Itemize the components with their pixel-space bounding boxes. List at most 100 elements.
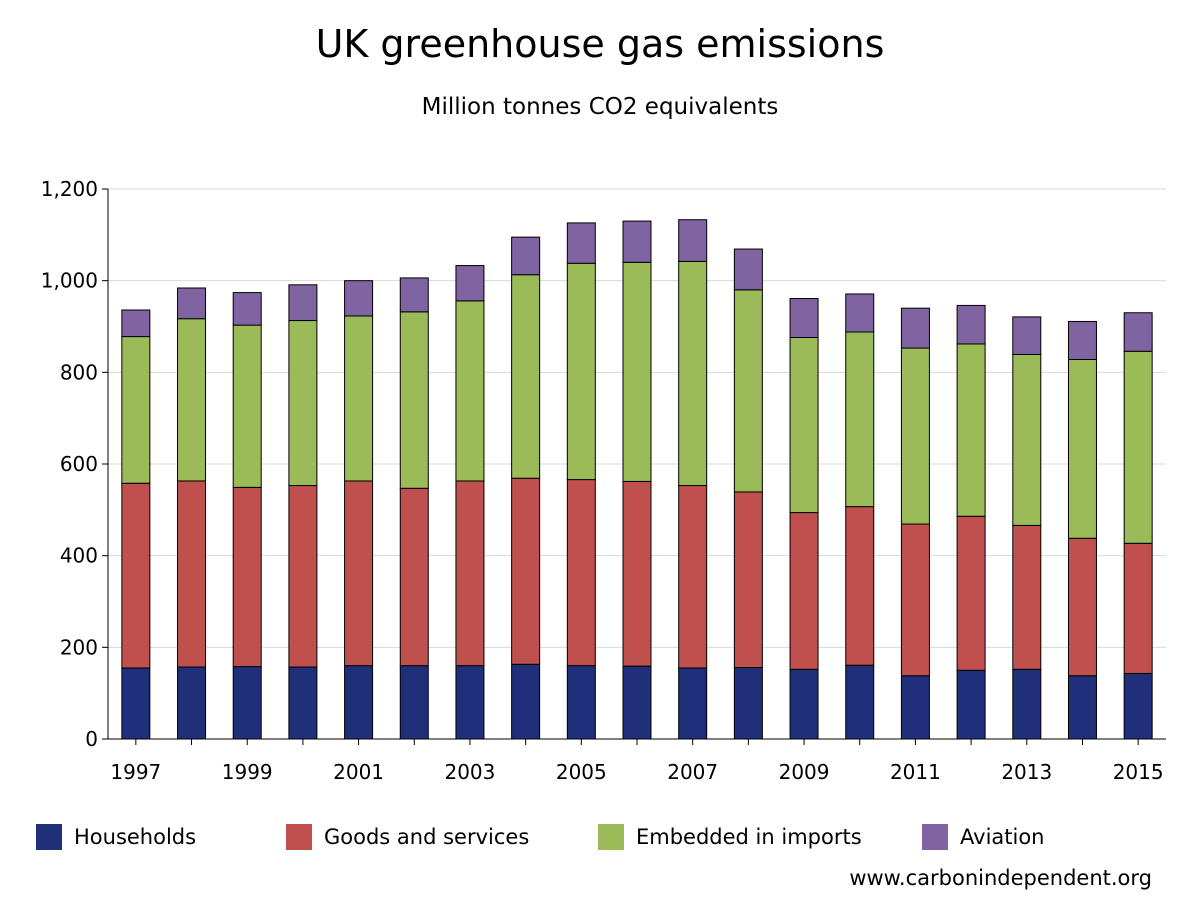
bar-embedded-in-imports	[622, 261, 652, 482]
legend-label-embedded-in-imports: Embedded in imports	[636, 825, 862, 849]
bar-embedded-in-imports	[177, 318, 207, 482]
x-tick-label: 1997	[110, 760, 161, 784]
legend-swatch-aviation	[922, 824, 948, 850]
legend-item-goods-and-services: Goods and services	[286, 820, 529, 854]
y-tick-label: 200	[60, 635, 98, 659]
legend-swatch-goods-and-services	[286, 824, 312, 850]
bar-goods-and-services	[455, 480, 485, 667]
bar-embedded-in-imports	[455, 300, 485, 482]
bar-households	[511, 663, 541, 740]
bar-households	[455, 665, 485, 740]
x-tick-label: 1999	[222, 760, 273, 784]
bar-aviation	[121, 309, 151, 338]
x-tick-label: 2001	[333, 760, 384, 784]
bar-households	[399, 665, 429, 740]
bar-goods-and-services	[622, 480, 652, 667]
bar-households	[678, 667, 708, 740]
y-tick-label: 0	[85, 727, 98, 751]
bar-households	[622, 665, 652, 740]
bar-aviation	[733, 248, 763, 291]
bar-aviation	[900, 307, 930, 349]
bar-aviation	[1123, 312, 1153, 352]
legend: Households Goods and services Embedded i…	[0, 820, 1200, 854]
bar-goods-and-services	[845, 506, 875, 666]
legend-swatch-embedded-in-imports	[598, 824, 624, 850]
bar-embedded-in-imports	[956, 343, 986, 517]
bar-goods-and-services	[956, 515, 986, 671]
bar-goods-and-services	[232, 486, 262, 668]
bar-embedded-in-imports	[344, 315, 374, 482]
legend-label-aviation: Aviation	[960, 825, 1045, 849]
bar-goods-and-services	[1012, 524, 1042, 670]
bar-households	[232, 666, 262, 740]
bar-embedded-in-imports	[288, 320, 318, 487]
bar-households	[344, 665, 374, 740]
bar-households	[177, 666, 207, 740]
bar-households	[789, 668, 819, 740]
y-tick-label: 1,000	[41, 269, 98, 293]
bar-households	[1067, 675, 1097, 740]
legend-item-embedded-in-imports: Embedded in imports	[598, 820, 862, 854]
bar-goods-and-services	[789, 512, 819, 670]
bar-aviation	[288, 284, 318, 322]
bar-embedded-in-imports	[1067, 359, 1097, 539]
bar-embedded-in-imports	[733, 289, 763, 493]
bar-goods-and-services	[288, 485, 318, 668]
x-tick-label: 2011	[890, 760, 941, 784]
bar-aviation	[1012, 316, 1042, 355]
legend-label-goods-and-services: Goods and services	[324, 825, 530, 849]
y-tick-label: 800	[60, 360, 98, 384]
bar-goods-and-services	[177, 480, 207, 668]
legend-item-households: Households	[36, 820, 196, 854]
chart-title: UK greenhouse gas emissions	[315, 22, 885, 66]
bar-embedded-in-imports	[845, 331, 875, 508]
x-tick-label: 2005	[556, 760, 607, 784]
x-tick-label: 2015	[1113, 760, 1164, 784]
bar-embedded-in-imports	[232, 324, 262, 488]
bar-aviation	[678, 219, 708, 262]
x-tick-label: 2013	[1001, 760, 1052, 784]
legend-item-aviation: Aviation	[922, 820, 1045, 854]
bar-households	[845, 664, 875, 740]
bar-aviation	[344, 280, 374, 317]
bar-embedded-in-imports	[1123, 350, 1153, 544]
bar-goods-and-services	[900, 523, 930, 677]
bar-aviation	[845, 293, 875, 333]
legend-label-households: Households	[74, 825, 197, 849]
y-tick-label: 400	[60, 544, 98, 568]
bar-embedded-in-imports	[678, 260, 708, 487]
bar-embedded-in-imports	[566, 262, 596, 481]
bar-embedded-in-imports	[121, 336, 151, 484]
bar-households	[121, 667, 151, 740]
bar-goods-and-services	[566, 479, 596, 667]
bar-aviation	[956, 304, 986, 345]
y-tick-label: 1,200	[41, 177, 98, 201]
bar-households	[956, 669, 986, 740]
bar-embedded-in-imports	[1012, 353, 1042, 526]
bar-goods-and-services	[121, 482, 151, 669]
legend-swatch-households	[36, 824, 62, 850]
bar-aviation	[622, 220, 652, 263]
bar-aviation	[232, 292, 262, 326]
chart-subtitle: Million tonnes CO2 equivalents	[421, 94, 779, 120]
bar-goods-and-services	[1123, 542, 1153, 674]
bar-aviation	[177, 287, 207, 320]
bar-goods-and-services	[344, 480, 374, 667]
bar-households	[900, 675, 930, 740]
bar-households	[733, 667, 763, 740]
bar-embedded-in-imports	[789, 337, 819, 514]
x-tick-label: 2007	[667, 760, 718, 784]
bar-aviation	[1067, 320, 1097, 361]
bar-aviation	[455, 265, 485, 302]
bar-households	[1123, 672, 1153, 740]
bar-aviation	[566, 222, 596, 264]
source-credit: www.carbonindependent.org	[849, 866, 1152, 890]
bar-goods-and-services	[511, 477, 541, 665]
bar-goods-and-services	[733, 491, 763, 669]
bar-goods-and-services	[399, 487, 429, 667]
bar-goods-and-services	[678, 485, 708, 669]
bar-aviation	[399, 277, 429, 313]
bar-embedded-in-imports	[900, 347, 930, 525]
x-tick-label: 2003	[444, 760, 495, 784]
